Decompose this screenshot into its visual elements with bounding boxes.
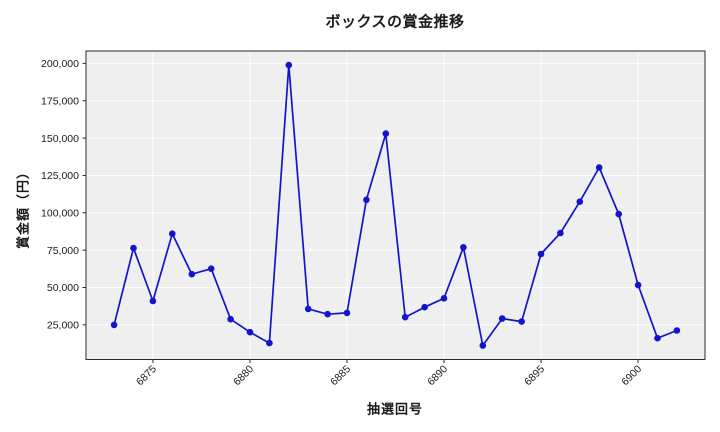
- data-line: [113, 64, 678, 347]
- data-point: [188, 270, 196, 278]
- x-tick-label: 6890: [425, 363, 450, 388]
- data-point: [149, 297, 157, 305]
- data-point: [673, 327, 681, 334]
- data-point: [130, 244, 137, 252]
- data-point: [421, 303, 428, 311]
- data-point: [595, 164, 603, 171]
- data-point: [479, 342, 487, 349]
- y-tick-label: 100,000: [41, 207, 79, 219]
- y-tick-label: 25,000: [47, 320, 79, 332]
- y-tick-label: 200,000: [41, 58, 79, 70]
- y-tick-label: 175,000: [41, 95, 79, 107]
- chart-title: ボックスの賞金推移: [325, 13, 465, 31]
- data-point: [382, 130, 390, 137]
- axes-spines: [85, 50, 706, 360]
- data-point: [285, 61, 293, 69]
- data-point: [440, 295, 448, 302]
- data-point: [110, 321, 118, 329]
- data-point: [460, 244, 467, 251]
- data-point: [498, 315, 506, 322]
- data-point: [401, 313, 409, 321]
- data-point: [654, 334, 661, 342]
- y-axis-label: 賞金額（円）: [15, 164, 31, 250]
- y-tick-label: 50,000: [47, 282, 79, 294]
- x-tick-label: 6885: [328, 363, 353, 388]
- data-point: [634, 281, 642, 289]
- data-point: [324, 310, 331, 318]
- plot-background: [86, 51, 705, 360]
- data-point: [227, 315, 234, 323]
- data-point: [557, 229, 564, 237]
- x-tick-label: 6900: [619, 363, 644, 388]
- data-point: [246, 328, 254, 336]
- data-point: [266, 339, 273, 347]
- data-point: [207, 265, 215, 273]
- data-point: [363, 196, 370, 204]
- data-point: [615, 210, 622, 218]
- data-point: [304, 305, 312, 313]
- data-point: [537, 250, 545, 258]
- y-tick-label: 150,000: [41, 133, 79, 145]
- data-point: [343, 309, 351, 317]
- y-tick-label: 125,000: [41, 170, 79, 182]
- data-point: [518, 318, 525, 325]
- x-tick-label: 6875: [134, 363, 159, 388]
- data-point: [576, 198, 584, 205]
- y-tick-label: 75,000: [47, 245, 79, 257]
- x-tick-label: 6895: [522, 363, 547, 388]
- x-tick-label: 6880: [231, 363, 256, 388]
- data-point: [169, 230, 176, 237]
- x-axis-label: 抽選回号: [366, 401, 424, 417]
